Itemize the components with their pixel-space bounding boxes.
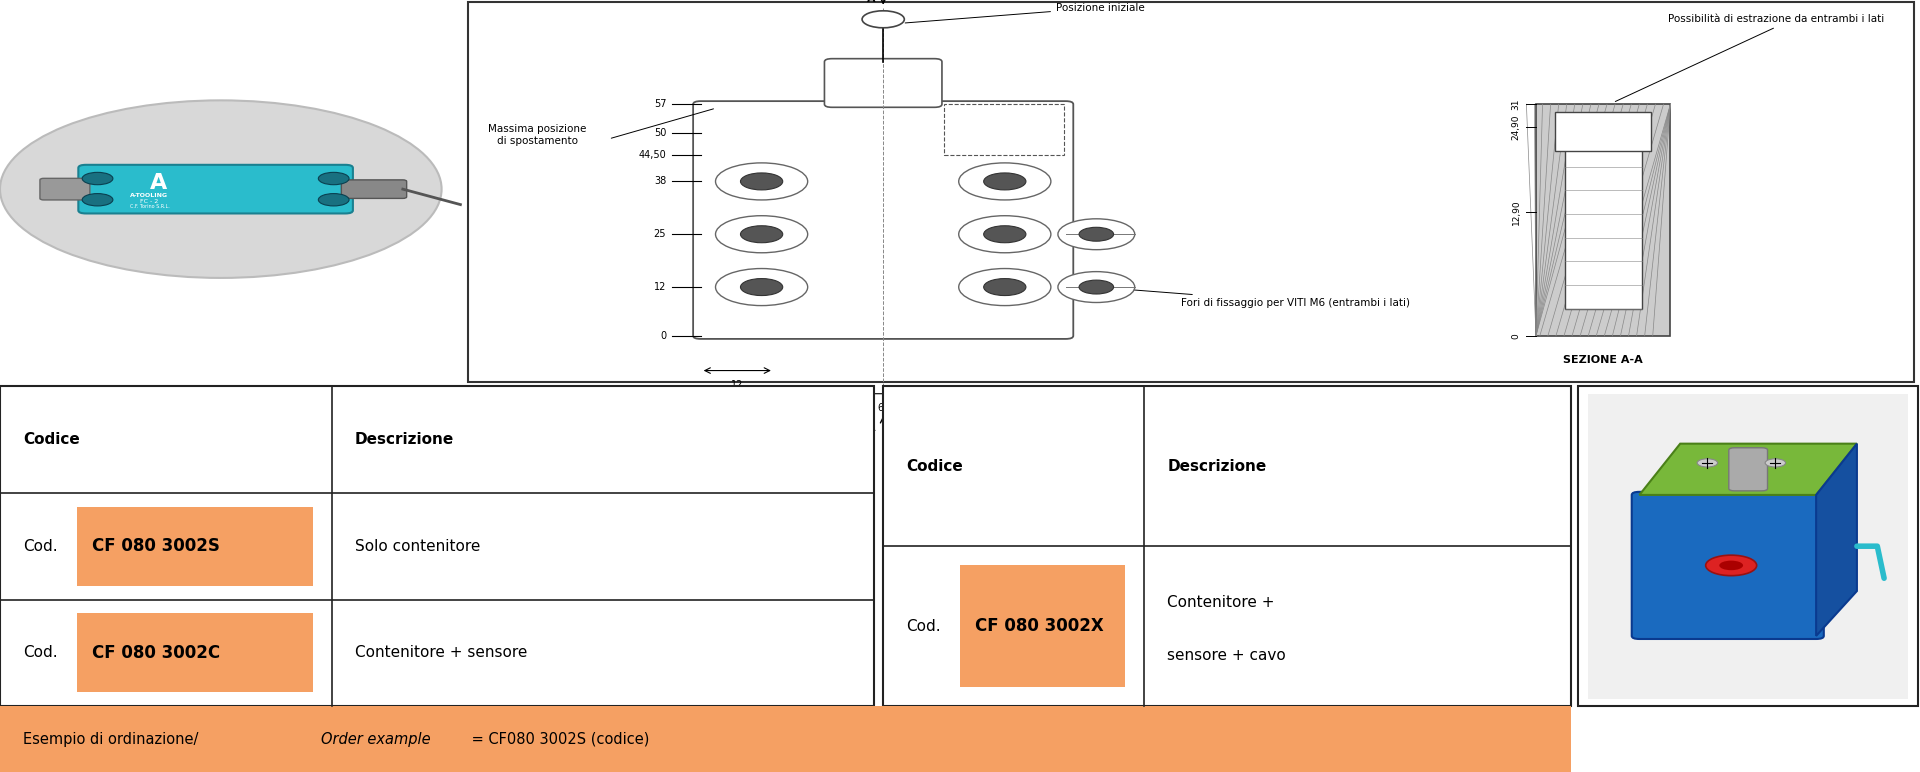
Circle shape	[1058, 218, 1135, 249]
Circle shape	[1079, 227, 1114, 241]
Text: 38: 38	[655, 177, 666, 186]
Text: sensore + cavo: sensore + cavo	[1167, 648, 1286, 662]
Text: 0: 0	[660, 331, 666, 340]
Text: Descrizione: Descrizione	[1167, 459, 1267, 473]
Text: Codice: Codice	[906, 459, 964, 473]
Bar	[945, 104, 1064, 155]
Circle shape	[83, 172, 113, 185]
Text: Contenitore +: Contenitore +	[1167, 594, 1275, 610]
Bar	[468, 2, 1914, 382]
Circle shape	[741, 173, 783, 190]
Circle shape	[319, 194, 349, 206]
Text: Contenitore + sensore: Contenitore + sensore	[355, 645, 528, 661]
Text: Cod.: Cod.	[23, 645, 58, 661]
FancyBboxPatch shape	[1728, 448, 1768, 491]
Text: CF 080 3002S: CF 080 3002S	[92, 537, 221, 555]
Circle shape	[1058, 272, 1135, 303]
Bar	[1536, 104, 1670, 336]
Text: 31: 31	[1511, 99, 1521, 110]
Text: Esempio di ordinazione/: Esempio di ordinazione/	[23, 732, 198, 747]
Text: Descrizione: Descrizione	[355, 432, 455, 447]
Text: 12,90: 12,90	[1511, 199, 1521, 225]
Circle shape	[716, 215, 808, 252]
Polygon shape	[1640, 444, 1857, 495]
Text: 25: 25	[653, 229, 666, 239]
Circle shape	[1718, 560, 1743, 571]
Bar	[1588, 394, 1908, 699]
Bar	[1565, 143, 1642, 309]
Text: 57: 57	[653, 100, 666, 109]
Text: = CF080 3002S (codice): = CF080 3002S (codice)	[467, 732, 649, 747]
Text: SEZIONE A-A: SEZIONE A-A	[1563, 355, 1644, 365]
Circle shape	[716, 269, 808, 306]
Text: A: A	[868, 0, 876, 4]
Text: Fori di
posizionamento
per SPINE Ø5: Fori di posizionamento per SPINE Ø5	[895, 402, 1071, 450]
Circle shape	[0, 100, 442, 278]
Bar	[1555, 112, 1651, 151]
Circle shape	[983, 173, 1025, 190]
Circle shape	[958, 269, 1050, 306]
FancyBboxPatch shape	[693, 101, 1073, 339]
Circle shape	[741, 225, 783, 242]
Bar	[77, 614, 313, 692]
Text: 12: 12	[655, 282, 666, 292]
Text: 0: 0	[1511, 333, 1521, 339]
Circle shape	[958, 163, 1050, 200]
Circle shape	[83, 194, 113, 206]
FancyBboxPatch shape	[40, 178, 90, 200]
Text: Posizione iniziale: Posizione iniziale	[904, 3, 1144, 23]
Circle shape	[741, 279, 783, 296]
FancyBboxPatch shape	[1632, 492, 1824, 639]
Circle shape	[1705, 555, 1757, 576]
Bar	[883, 386, 1571, 706]
Text: A: A	[150, 173, 167, 193]
Circle shape	[1764, 459, 1786, 467]
Text: 44,50: 44,50	[639, 150, 666, 160]
Polygon shape	[1816, 444, 1857, 636]
Circle shape	[958, 215, 1050, 252]
Text: CF 080 3002X: CF 080 3002X	[975, 618, 1104, 635]
Circle shape	[983, 225, 1025, 242]
Circle shape	[716, 163, 808, 200]
FancyBboxPatch shape	[824, 59, 943, 107]
FancyBboxPatch shape	[79, 165, 353, 213]
Text: A: A	[868, 423, 876, 433]
Text: Codice: Codice	[23, 432, 81, 447]
Bar	[0, 386, 874, 706]
Bar	[1578, 386, 1918, 706]
Text: Solo contenitore: Solo contenitore	[355, 539, 480, 554]
Text: Massima posizione
di spostamento: Massima posizione di spostamento	[488, 124, 588, 146]
Bar	[77, 506, 313, 586]
Circle shape	[983, 279, 1025, 296]
Text: Fori di fissaggio per VITI M6 (entrambi i lati): Fori di fissaggio per VITI M6 (entrambi …	[1098, 287, 1409, 307]
Text: Cod.: Cod.	[23, 539, 58, 554]
Text: C.F. Torino S.R.L.: C.F. Torino S.R.L.	[129, 205, 169, 209]
Text: 12: 12	[732, 380, 743, 390]
Text: 50: 50	[655, 127, 666, 137]
Text: Cod.: Cod.	[906, 619, 941, 634]
FancyBboxPatch shape	[342, 180, 407, 198]
Text: 60: 60	[877, 403, 889, 413]
Circle shape	[1079, 280, 1114, 294]
Circle shape	[862, 11, 904, 28]
Circle shape	[319, 172, 349, 185]
Text: 24,90: 24,90	[1511, 114, 1521, 141]
Text: A-TOOLING: A-TOOLING	[131, 193, 169, 198]
Circle shape	[1697, 459, 1718, 467]
Text: Order example: Order example	[321, 732, 430, 747]
Bar	[0, 706, 1571, 772]
Text: CF 080 3002C: CF 080 3002C	[92, 644, 221, 662]
Text: FC - 2: FC - 2	[140, 199, 159, 204]
Text: Possibilità di estrazione da entrambi i lati: Possibilità di estrazione da entrambi i …	[1668, 15, 1884, 24]
Bar	[960, 565, 1125, 687]
